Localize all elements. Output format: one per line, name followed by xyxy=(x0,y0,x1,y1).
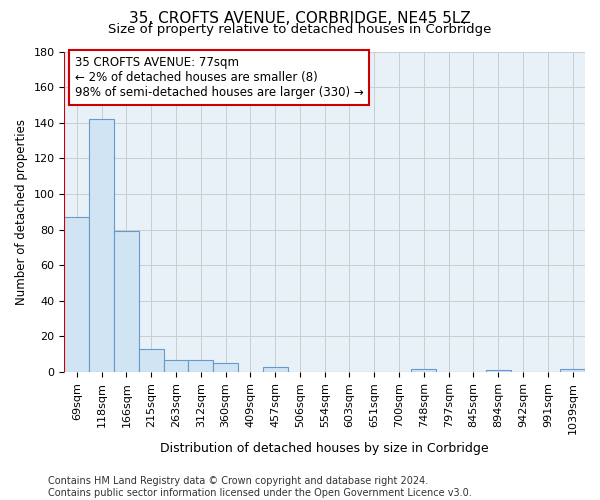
X-axis label: Distribution of detached houses by size in Corbridge: Distribution of detached houses by size … xyxy=(160,442,489,455)
Bar xyxy=(188,360,213,372)
Y-axis label: Number of detached properties: Number of detached properties xyxy=(15,119,28,305)
Bar xyxy=(213,363,238,372)
Text: Contains HM Land Registry data © Crown copyright and database right 2024.
Contai: Contains HM Land Registry data © Crown c… xyxy=(48,476,472,498)
Bar xyxy=(263,366,287,372)
Bar xyxy=(64,217,89,372)
Bar xyxy=(139,349,164,372)
Text: Size of property relative to detached houses in Corbridge: Size of property relative to detached ho… xyxy=(109,22,491,36)
Text: 35, CROFTS AVENUE, CORBRIDGE, NE45 5LZ: 35, CROFTS AVENUE, CORBRIDGE, NE45 5LZ xyxy=(129,11,471,26)
Bar xyxy=(89,119,114,372)
Bar xyxy=(560,368,585,372)
Bar xyxy=(486,370,511,372)
Bar xyxy=(412,368,436,372)
Bar xyxy=(164,360,188,372)
Text: 35 CROFTS AVENUE: 77sqm
← 2% of detached houses are smaller (8)
98% of semi-deta: 35 CROFTS AVENUE: 77sqm ← 2% of detached… xyxy=(75,56,364,100)
Bar xyxy=(114,232,139,372)
